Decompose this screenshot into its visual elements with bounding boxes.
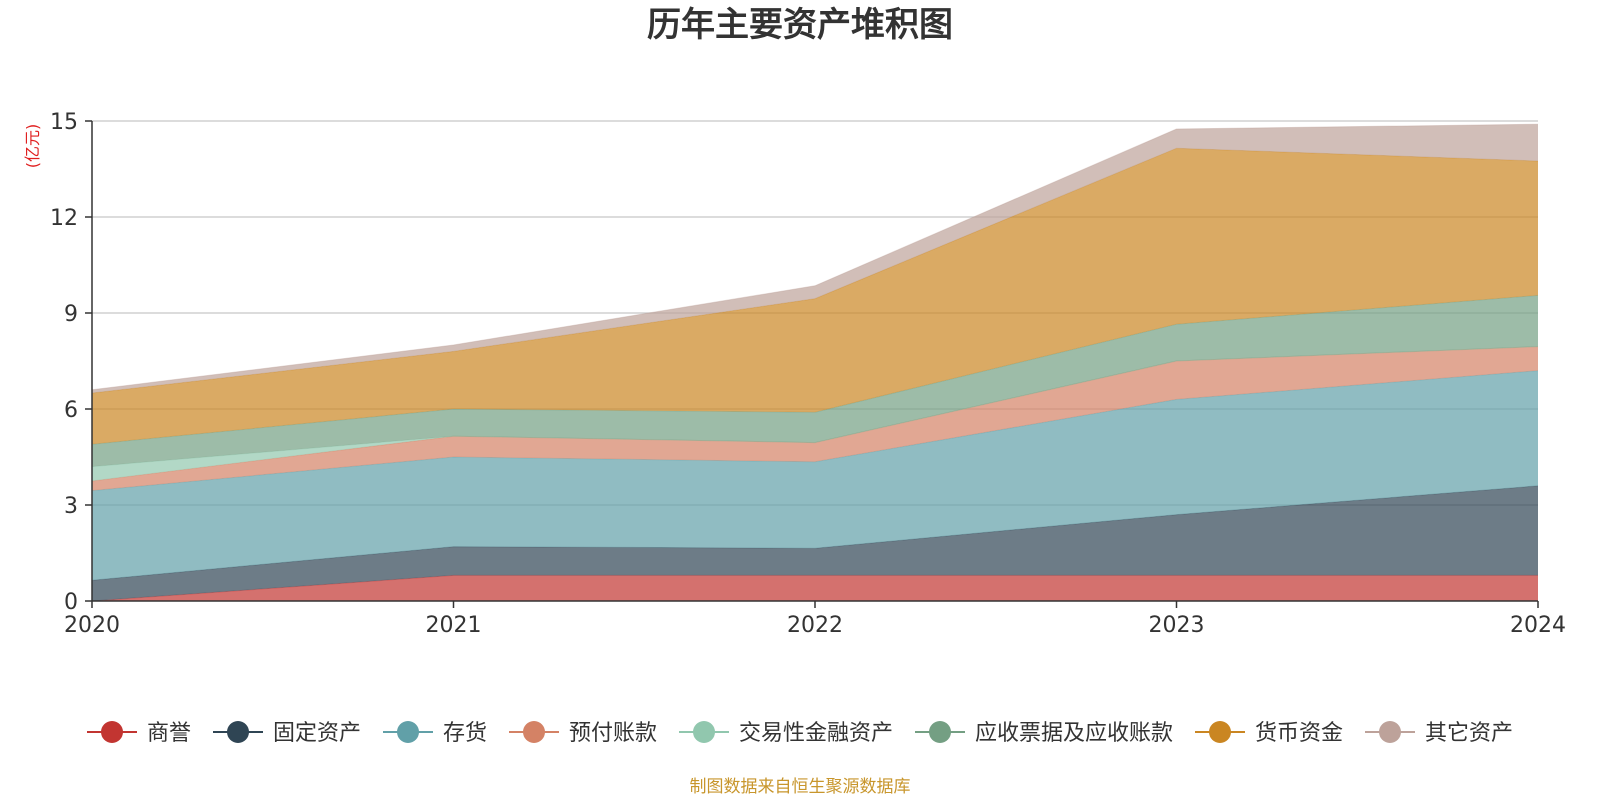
area-series-line-7 bbox=[91, 123, 1539, 391]
legend-label-5: 应收票据及应收账款 bbox=[975, 721, 1173, 746]
area-series-2 bbox=[92, 370, 1538, 581]
legend-label-0: 商誉 bbox=[147, 721, 191, 746]
legend-label-6: 货币资金 bbox=[1255, 721, 1343, 746]
x-tick-label-1: 2021 bbox=[426, 613, 482, 638]
legend-label-7: 其它资产 bbox=[1425, 721, 1513, 746]
area-series-6 bbox=[92, 148, 1538, 445]
legend-marker-5 bbox=[929, 721, 951, 743]
legend-marker-7 bbox=[1379, 721, 1401, 743]
legend-marker-3 bbox=[523, 721, 545, 743]
source-footer: 制图数据来自恒生聚源数据库 bbox=[690, 777, 911, 797]
area-series-5 bbox=[92, 295, 1538, 467]
legend-item-1[interactable]: 固定资产 bbox=[213, 721, 361, 746]
legend-item-7[interactable]: 其它资产 bbox=[1365, 721, 1513, 746]
legend-marker-6 bbox=[1209, 721, 1231, 743]
y-tick-label-2: 6 bbox=[64, 398, 78, 423]
x-tick-label-4: 2024 bbox=[1510, 613, 1566, 638]
y-tick-label-5: 15 bbox=[50, 110, 78, 135]
legend-item-0[interactable]: 商誉 bbox=[87, 721, 191, 746]
legend-item-6[interactable]: 货币资金 bbox=[1195, 721, 1343, 746]
y-tick-labels: 0 3 6 9 12 15 bbox=[50, 110, 92, 615]
y-axis-label: (亿元) bbox=[23, 124, 42, 169]
legend-marker-0 bbox=[101, 721, 123, 743]
legend-label-3: 预付账款 bbox=[569, 721, 657, 746]
x-tick-label-0: 2020 bbox=[64, 613, 120, 638]
y-tick-label-3: 9 bbox=[64, 302, 78, 327]
x-tick-label-3: 2023 bbox=[1149, 613, 1205, 638]
legend-label-2: 存货 bbox=[443, 721, 487, 746]
legend-item-5[interactable]: 应收票据及应收账款 bbox=[915, 721, 1173, 746]
y-tick-label-4: 12 bbox=[50, 206, 78, 231]
legend-item-4[interactable]: 交易性金融资产 bbox=[679, 721, 893, 746]
legend-marker-1 bbox=[227, 721, 249, 743]
legend-label-1: 固定资产 bbox=[273, 721, 361, 746]
legend-marker-2 bbox=[397, 721, 419, 743]
legend-label-4: 交易性金融资产 bbox=[739, 721, 893, 746]
legend-item-2[interactable]: 存货 bbox=[383, 721, 487, 746]
x-tick-label-2: 2022 bbox=[787, 613, 843, 638]
chart-title: 历年主要资产堆积图 bbox=[647, 5, 953, 45]
area-series-3 bbox=[92, 346, 1538, 491]
legend: 商誉 固定资产 存货 预付账款 交易性金融资产 应收票据及应收账款 货币资金 其它资产 bbox=[87, 721, 1513, 746]
legend-marker-4 bbox=[693, 721, 715, 743]
area-series-7 bbox=[92, 124, 1538, 393]
y-tick-label-1: 3 bbox=[64, 494, 78, 519]
x-tick-labels: 2020 2021 2022 2023 2024 bbox=[64, 601, 1566, 638]
area-series-group bbox=[91, 123, 1539, 602]
legend-item-3[interactable]: 预付账款 bbox=[509, 721, 657, 746]
y-tick-label-0: 0 bbox=[64, 590, 78, 615]
area-series-0 bbox=[92, 575, 1538, 601]
